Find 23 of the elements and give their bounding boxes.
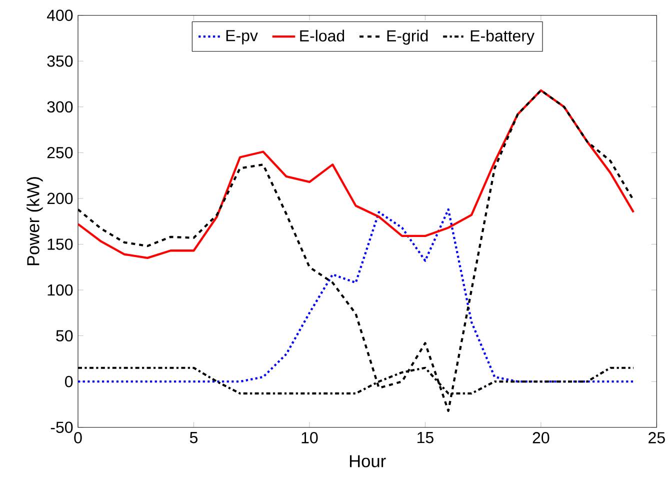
y-tick-label: 250 [47, 147, 73, 158]
x-tick-label: 0 [74, 432, 82, 444]
x-tick-label: 10 [302, 432, 318, 444]
y-tick-label: 0 [65, 376, 73, 388]
x-tick-label: 25 [648, 432, 665, 444]
y-tick-label: -50 [50, 422, 73, 433]
legend-label: E-grid [387, 30, 428, 45]
x-axis-title: Hour [350, 455, 386, 468]
y-tick-label: 350 [47, 55, 73, 67]
y-axis-title: Power (kW) [26, 177, 43, 266]
y-tick-label: 100 [48, 284, 73, 296]
x-tick-label: 5 [190, 432, 198, 444]
y-tick-label: 400 [46, 10, 73, 21]
line-series [78, 89, 635, 260]
x-tick-label: 15 [418, 432, 434, 444]
legend-label: E-load [300, 30, 344, 42]
legend-label: E-pv [226, 30, 258, 44]
x-tick-label: 20 [532, 432, 550, 444]
y-tick-label: 300 [47, 101, 73, 113]
y-tick-label: 50 [56, 330, 73, 342]
y-tick-label: 150 [48, 238, 73, 250]
legend-label: E-battery [470, 30, 534, 45]
y-tick-label: 200 [47, 192, 73, 204]
